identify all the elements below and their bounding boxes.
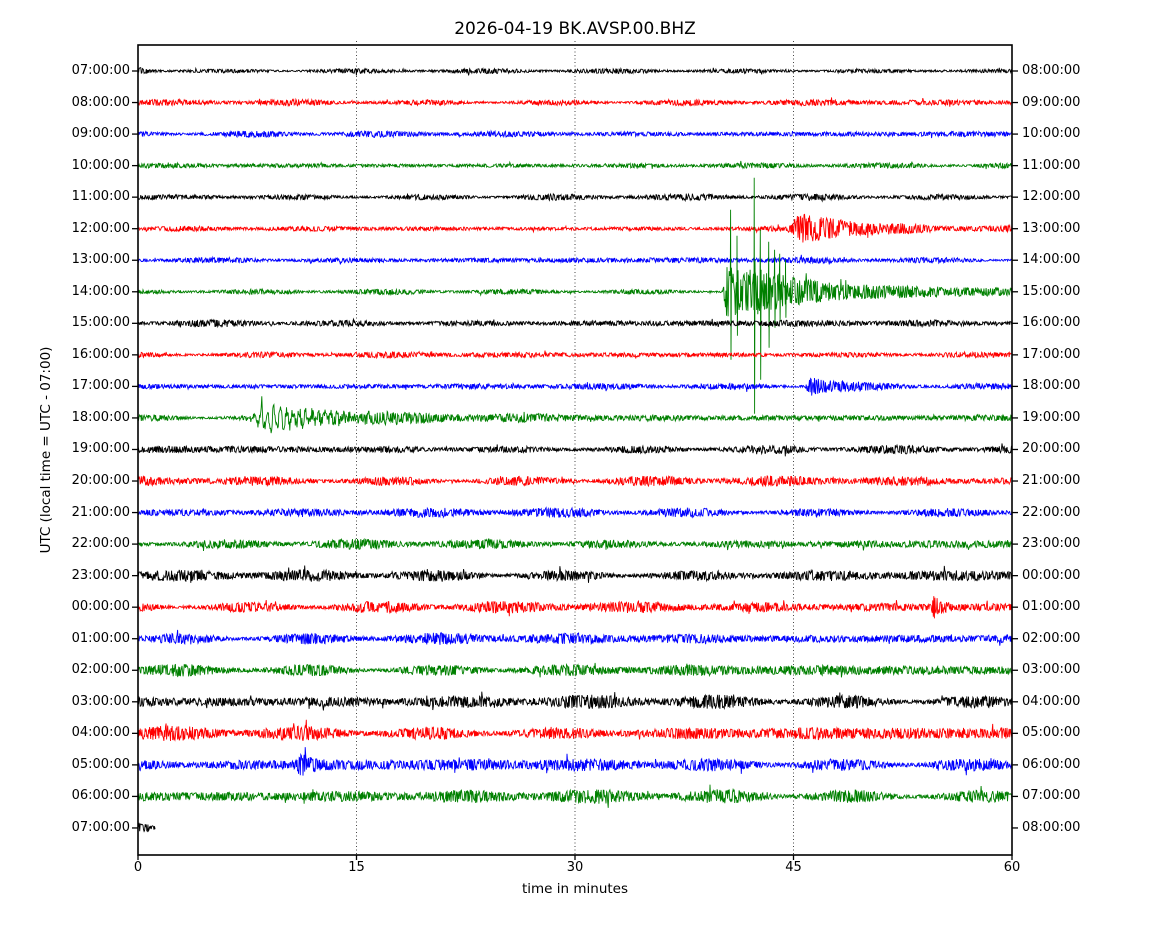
y-tick-label-right: 04:00:00 xyxy=(1022,693,1081,709)
chart-title: 2026-04-19 BK.AVSP.00.BHZ xyxy=(454,19,696,39)
seismic-trace-row-18:00:00 xyxy=(138,396,1012,434)
seismic-trace-row-01:00:00 xyxy=(138,629,1012,646)
y-tick-label-right: 00:00:00 xyxy=(1022,567,1081,583)
x-tick-label: 0 xyxy=(133,860,143,875)
y-tick-label-left: 11:00:00 xyxy=(71,189,130,205)
y-tick-label-left: 07:00:00 xyxy=(71,819,130,835)
y-tick-label-right: 07:00:00 xyxy=(1022,788,1081,804)
seismic-trace-row-14:00:00 xyxy=(138,177,1012,414)
x-tick-label: 15 xyxy=(348,860,365,875)
seismic-trace-row-23:00:00 xyxy=(138,565,1012,583)
y-tick-label-right: 22:00:00 xyxy=(1022,504,1081,520)
y-tick-label-right: 12:00:00 xyxy=(1022,189,1081,205)
seismic-trace-row-12:00:00 xyxy=(138,213,1012,243)
y-tick-label-left: 19:00:00 xyxy=(71,441,130,457)
y-tick-label-right: 18:00:00 xyxy=(1022,378,1081,394)
seismic-trace-row-19:00:00 xyxy=(138,443,1012,457)
y-tick-label-right: 19:00:00 xyxy=(1022,409,1081,425)
seismic-trace-row-07:00:00 xyxy=(138,822,156,833)
y-tick-label-left: 07:00:00 xyxy=(71,63,130,78)
y-tick-label-right: 06:00:00 xyxy=(1022,756,1081,772)
y-tick-label-left: 15:00:00 xyxy=(71,315,130,331)
y-tick-label-right: 10:00:00 xyxy=(1022,126,1081,142)
y-tick-label-left: 03:00:00 xyxy=(71,693,130,709)
y-tick-label-right: 11:00:00 xyxy=(1022,157,1081,173)
y-tick-label-right: 08:00:00 xyxy=(1022,819,1081,835)
y-tick-label-left: 06:00:00 xyxy=(71,788,130,804)
y-tick-label-right: 16:00:00 xyxy=(1022,315,1081,331)
seismic-trace-row-05:00:00 xyxy=(138,747,1012,776)
y-tick-label-right: 01:00:00 xyxy=(1022,599,1081,615)
y-tick-label-left: 16:00:00 xyxy=(71,346,130,362)
y-tick-label-right: 20:00:00 xyxy=(1022,441,1081,457)
y-tick-label-right: 02:00:00 xyxy=(1022,630,1081,646)
x-tick-label: 60 xyxy=(1003,860,1021,875)
y-tick-label-right: 05:00:00 xyxy=(1022,725,1081,741)
y-tick-label-left: 18:00:00 xyxy=(71,409,130,425)
y-tick-label-left: 22:00:00 xyxy=(71,536,130,552)
y-tick-label-left: 05:00:00 xyxy=(71,756,130,772)
y-tick-label-left: 01:00:00 xyxy=(71,630,130,646)
seismic-trace-row-08:00:00 xyxy=(138,97,1012,108)
y-tick-label-right: 14:00:00 xyxy=(1022,252,1081,268)
trace-group xyxy=(138,66,1012,833)
y-tick-label-left: 10:00:00 xyxy=(71,157,130,173)
y-tick-label-left: 14:00:00 xyxy=(71,283,130,299)
y-tick-label-right: 08:00:00 xyxy=(1022,63,1081,78)
y-tick-label-left: 17:00:00 xyxy=(71,378,130,394)
y-tick-label-left: 04:00:00 xyxy=(71,725,130,741)
seismic-trace-row-17:00:00 xyxy=(138,377,1012,396)
y-tick-label-left: 02:00:00 xyxy=(71,662,130,678)
seismic-trace-row-02:00:00 xyxy=(138,662,1012,678)
seismic-trace-row-21:00:00 xyxy=(138,506,1012,519)
y-tick-label-right: 21:00:00 xyxy=(1022,473,1081,489)
y-tick-label-right: 23:00:00 xyxy=(1022,536,1081,552)
y-tick-label-left: 09:00:00 xyxy=(71,126,130,142)
seismic-trace-row-22:00:00 xyxy=(138,537,1012,552)
y-tick-label-left: 00:00:00 xyxy=(71,599,130,615)
seismic-trace-row-16:00:00 xyxy=(138,350,1012,360)
y-tick-label-left: 13:00:00 xyxy=(71,252,130,268)
seismic-trace-row-15:00:00 xyxy=(138,317,1012,329)
y-tick-label-right: 17:00:00 xyxy=(1022,346,1081,362)
y-tick-label-left: 12:00:00 xyxy=(71,220,130,236)
seismic-trace-row-07:00:00 xyxy=(138,66,1012,76)
seismic-trace-row-06:00:00 xyxy=(138,784,1012,808)
y-tick-label-right: 09:00:00 xyxy=(1022,94,1081,110)
seismic-trace-row-09:00:00 xyxy=(138,129,1012,139)
y-tick-label-left: 08:00:00 xyxy=(71,94,130,110)
y-tick-label-right: 13:00:00 xyxy=(1022,220,1081,236)
x-tick-label: 30 xyxy=(566,860,584,875)
y-tick-label-left: 21:00:00 xyxy=(71,504,130,520)
y-tick-label-left: 20:00:00 xyxy=(71,473,130,489)
y-tick-label-right: 15:00:00 xyxy=(1022,283,1081,299)
x-axis-label: time in minutes xyxy=(521,881,629,897)
seismic-trace-row-03:00:00 xyxy=(138,691,1012,711)
seismic-trace-row-10:00:00 xyxy=(138,160,1012,170)
y-tick-label-right: 03:00:00 xyxy=(1022,662,1081,678)
y-tick-label-left: 23:00:00 xyxy=(71,567,130,583)
seismic-trace-row-04:00:00 xyxy=(138,719,1012,742)
seismic-trace-row-11:00:00 xyxy=(138,192,1012,203)
seismic-trace-row-13:00:00 xyxy=(138,254,1012,265)
x-tick-label: 45 xyxy=(785,860,802,875)
seismic-trace-row-20:00:00 xyxy=(138,474,1012,488)
seismic-trace-row-00:00:00 xyxy=(138,596,1012,619)
